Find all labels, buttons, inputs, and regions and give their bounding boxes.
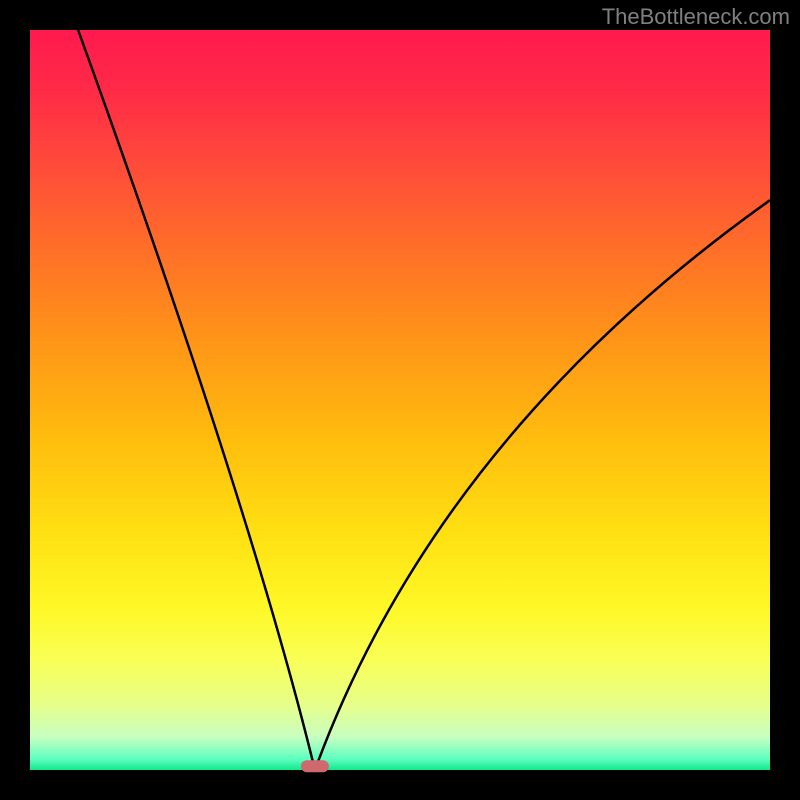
chart-container: TheBottleneck.com — [0, 0, 800, 800]
bottleneck-chart — [0, 0, 800, 800]
watermark-text: TheBottleneck.com — [602, 4, 790, 30]
optimal-marker — [301, 760, 329, 772]
plot-area — [30, 30, 770, 770]
